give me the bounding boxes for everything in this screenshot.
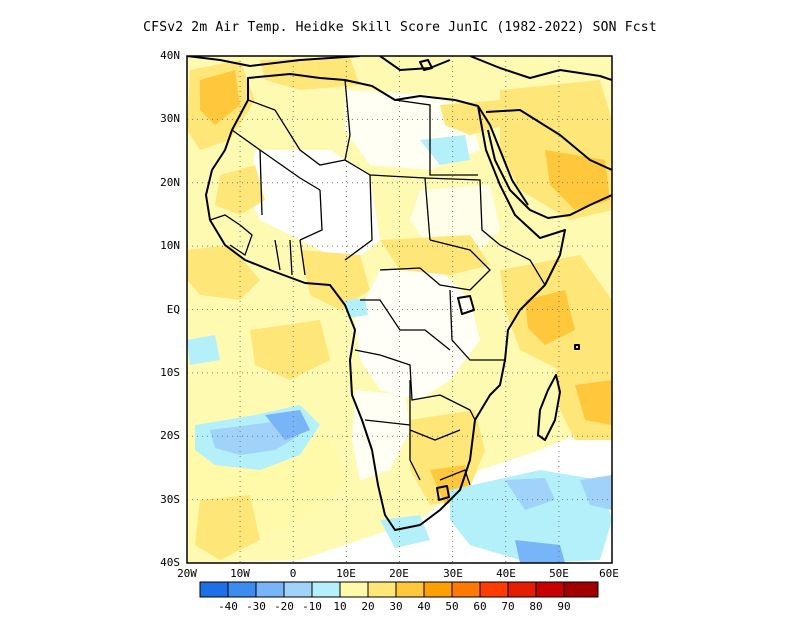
lat-label: 20N — [160, 176, 180, 189]
lat-label: 40S — [160, 556, 180, 569]
colorbar-swatch — [227, 581, 257, 598]
lon-label: 40E — [496, 567, 516, 580]
lon-label: 60E — [599, 567, 619, 580]
colorbar-swatch — [255, 581, 285, 598]
lat-label: 10N — [160, 239, 180, 252]
country-borders — [209, 79, 546, 486]
lat-label: 40N — [160, 49, 180, 62]
lon-label: 10W — [230, 567, 250, 580]
colorbar-label: -20 — [274, 600, 294, 613]
colorbar-label: 80 — [529, 600, 543, 613]
colorbar-label: 40 — [417, 600, 431, 613]
colorbar-label: -10 — [302, 600, 322, 613]
colorbar-label: -40 — [218, 600, 238, 613]
colorbar-label: 30 — [389, 600, 403, 613]
lat-label: EQ — [166, 303, 180, 316]
colorbar-swatch — [507, 581, 537, 598]
chart-title: CFSv2 2m Air Temp. Heidke Skill Score Ju… — [143, 20, 657, 35]
colorbar-swatch — [395, 581, 425, 598]
colorbar-swatch — [423, 581, 453, 598]
lon-label: 50E — [549, 567, 569, 580]
map-grid — [187, 56, 612, 563]
lat-label: 20S — [160, 429, 180, 442]
colorbar-swatch — [199, 581, 229, 598]
lat-label: 10S — [160, 366, 180, 379]
lat-label: 30S — [160, 493, 180, 506]
colorbar-label: 90 — [557, 600, 571, 613]
colorbar-label: 20 — [361, 600, 375, 613]
lat-label: 30N — [160, 112, 180, 125]
colorbar-swatch — [311, 581, 341, 598]
lon-label: 20E — [389, 567, 409, 580]
lon-label: 0 — [289, 567, 297, 580]
colorbar-swatch — [283, 581, 313, 598]
colorbar-swatch — [367, 581, 397, 598]
coastlines — [187, 56, 612, 531]
colorbar-label: -30 — [246, 600, 266, 613]
colorbar-swatch — [535, 581, 565, 598]
lon-label: 10E — [336, 567, 356, 580]
colorbar-label: 60 — [473, 600, 487, 613]
lon-label: 30E — [443, 567, 463, 580]
colorbar-swatch — [339, 581, 369, 598]
colorbar-label: 70 — [501, 600, 515, 613]
colorbar-label: 10 — [333, 600, 347, 613]
lon-label: 20W — [177, 567, 197, 580]
colorbar-swatch — [563, 581, 599, 598]
colorbar-swatch — [451, 581, 481, 598]
colorbar — [199, 581, 599, 598]
colorbar-label: 50 — [445, 600, 459, 613]
plot-frame — [186, 55, 613, 564]
colorbar-swatch — [479, 581, 509, 598]
